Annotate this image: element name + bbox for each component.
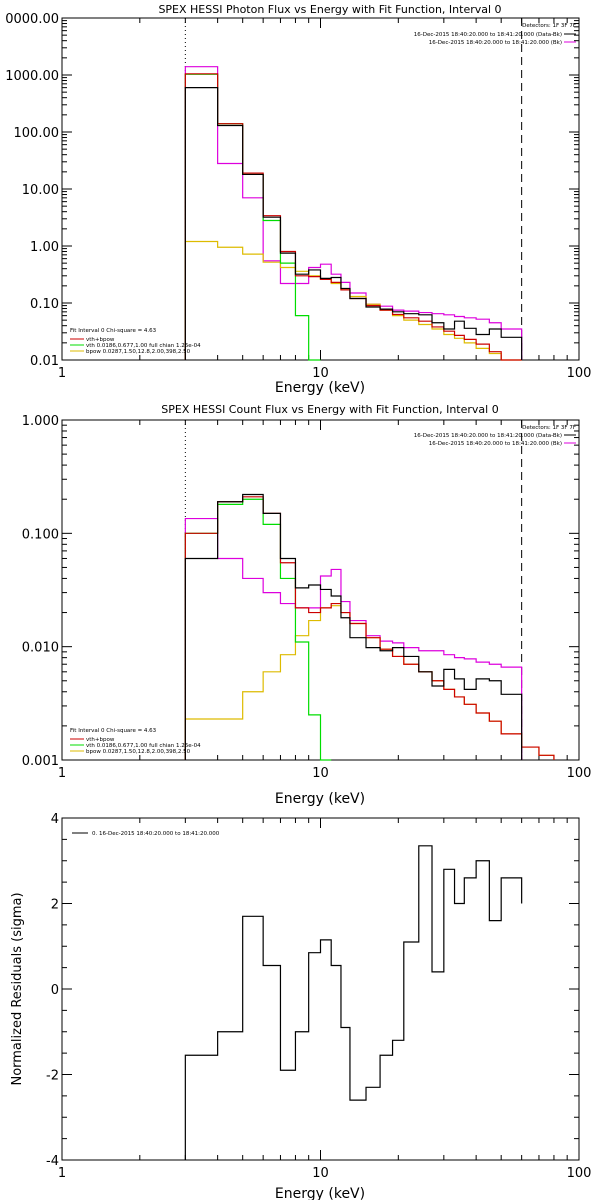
- count-flux-bk-interval-label: 16-Dec-2015 18:40:20.000 to 18:41:20.000…: [429, 441, 562, 447]
- photon-flux-x-tick-label: 1: [58, 366, 66, 381]
- photon-flux-x-axis-label: Energy (keV): [275, 380, 365, 396]
- residuals-y-tick-label: -4: [46, 1154, 59, 1169]
- photon-flux-y-tick-label: 1000.00: [5, 69, 59, 84]
- count-flux-y-tick-label: 0.001: [22, 754, 59, 769]
- count-flux-series-data-bk: [184, 493, 523, 760]
- photon-flux-bk-interval-label: 16-Dec-2015 18:40:20.000 to 18:41:20.000…: [429, 40, 562, 46]
- photon-flux-panel: SPEX HESSI Photon Flux vs Energy with Fi…: [5, 3, 591, 396]
- photon-flux-y-tick-label: 10.00: [22, 183, 59, 198]
- count-flux-y-tick-label: 0.100: [22, 527, 59, 542]
- photon-flux-y-tick-label: 1.00: [30, 240, 59, 255]
- photon-flux-series-data-bk: [184, 87, 523, 360]
- photon-flux-title: SPEX HESSI Photon Flux vs Energy with Fi…: [158, 3, 501, 16]
- photon-flux-y-tick-label: 0.10: [30, 297, 59, 312]
- residuals-y-tick-label: -2: [46, 1069, 59, 1084]
- residuals-series-residuals: [184, 845, 523, 1160]
- photon-flux-legend-bpow: bpow 0.0287,1.50,12.8,2.00,398,2.50: [86, 349, 191, 355]
- photon-flux-x-tick-label: 100: [567, 366, 592, 381]
- count-flux-legend-total: vth+bpow: [86, 737, 115, 743]
- count-flux-legend-title: Fit Interval 0 Chi-square = 4.63: [70, 728, 157, 734]
- residuals-y-axis-label: Normalized Residuals (sigma): [10, 892, 25, 1085]
- count-flux-y-tick-label: 1.000: [22, 414, 59, 429]
- count-flux-x-tick-label: 10: [312, 766, 329, 781]
- residuals-legend-label: 0. 16-Dec-2015 18:40:20.000 to 18:41:20.…: [92, 831, 220, 837]
- residuals-plot: 1 10 100 -4 -2 0 2 4: [46, 812, 591, 1181]
- photon-flux-y-tick-label: 0.01: [30, 354, 59, 369]
- count-flux-x-tick-label: 100: [567, 766, 592, 781]
- residuals-x-tick-label: 100: [567, 1166, 592, 1181]
- count-flux-y-tick-label: 0.010: [22, 641, 59, 656]
- residuals-panel: 1 10 100 -4 -2 0 2 4 0. 16-Dec-2015 18:40:20.00…: [10, 812, 591, 1200]
- residuals-x-tick-label: 10: [312, 1166, 329, 1181]
- photon-flux-data-interval-label: 16-Dec-2015 18:40:20.000 to 18:41:20.000…: [414, 32, 562, 38]
- photon-flux-y-tick-label: 0000.00: [5, 12, 59, 27]
- count-flux-x-axis-label: Energy (keV): [275, 791, 365, 807]
- residuals-y-tick-label: 4: [51, 812, 59, 827]
- residuals-x-axis-label: Energy (keV): [275, 1186, 365, 1200]
- count-flux-series-bk: [184, 517, 523, 760]
- count-flux-panel: SPEX HESSI Count Flux vs Energy with Fit…: [22, 403, 592, 807]
- residuals-y-tick-label: 2: [51, 898, 59, 913]
- photon-flux-plot: 1 10 100 0.01 0.10 1.00 10.00 100.00 1000.00 0000…: [5, 12, 591, 381]
- count-flux-data-interval-label: 16-Dec-2015 18:40:20.000 to 18:41:20.000…: [414, 433, 562, 439]
- photon-flux-x-tick-label: 10: [312, 366, 329, 381]
- residuals-y-tick-label: 0: [51, 983, 59, 998]
- count-flux-legend-vth: vth 0.0186,0.677,1.00 full chian 1.26e-0…: [86, 743, 201, 749]
- photon-flux-detectors-label: Detectors: 1F 3F 7F: [522, 23, 576, 29]
- residuals-x-tick-label: 1: [58, 1166, 66, 1181]
- count-flux-x-tick-label: 1: [58, 766, 66, 781]
- photon-flux-legend-vth: vth 0.0186,0.677,1.00 full chian 1.26e-0…: [86, 343, 201, 349]
- count-flux-plot: 1 10 100 0.001 0.010 0.100 1.000: [22, 414, 592, 781]
- photon-flux-legend-total: vth+bpow: [86, 337, 115, 343]
- count-flux-detectors-label: Detectors: 1F 3F 7F: [522, 425, 576, 431]
- photon-flux-y-tick-label: 100.00: [14, 126, 60, 141]
- count-flux-title: SPEX HESSI Count Flux vs Energy with Fit…: [161, 403, 498, 416]
- photon-flux-legend-title: Fit Interval 0 Chi-square = 4.63: [70, 328, 157, 334]
- count-flux-legend-bpow: bpow 0.0287,1.50,12.8,2.00,398,2.50: [86, 749, 191, 755]
